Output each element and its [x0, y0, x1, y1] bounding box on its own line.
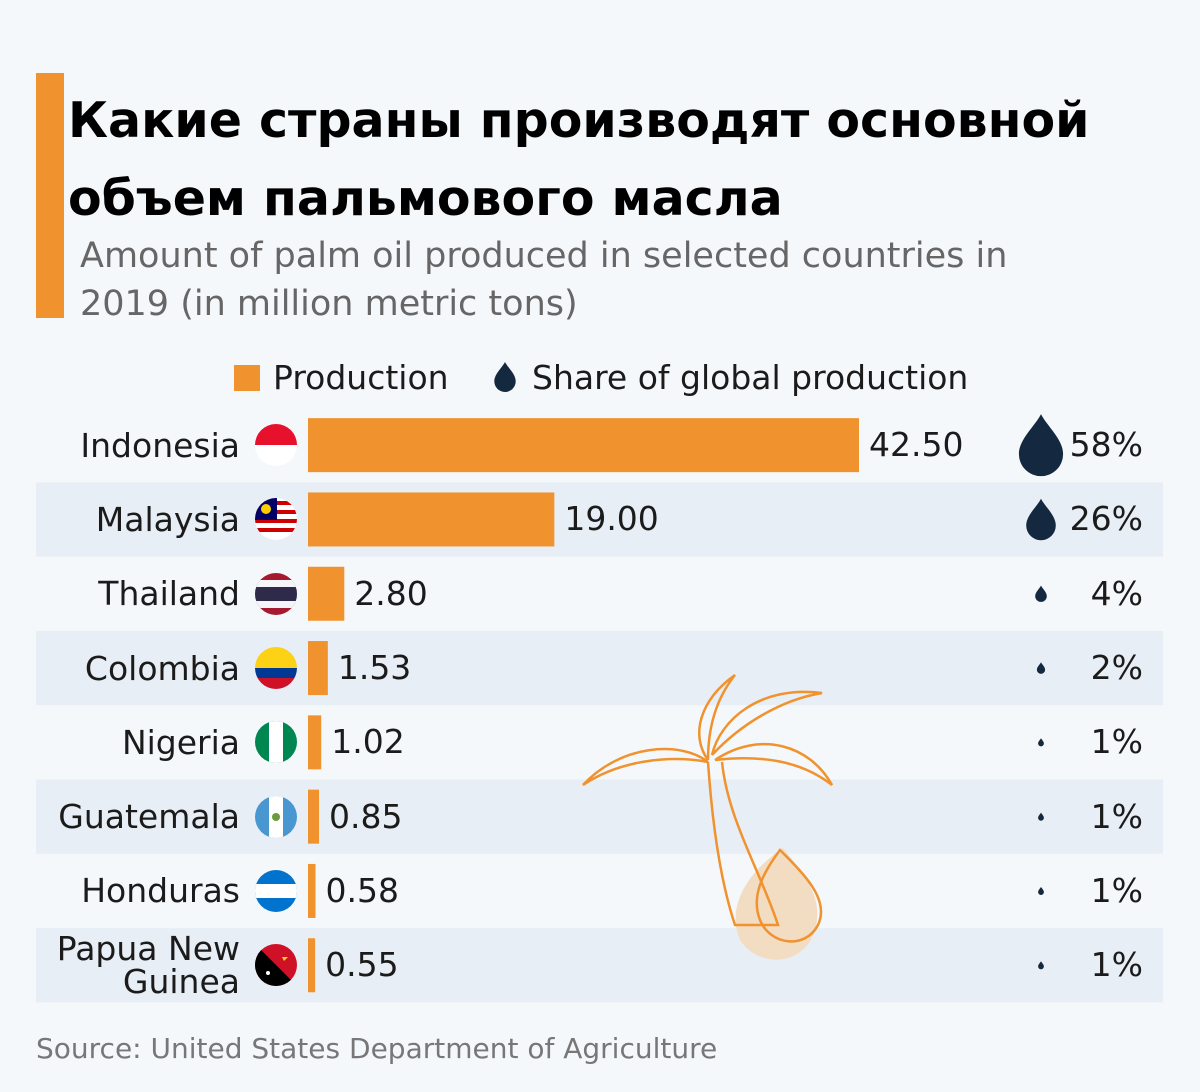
source-note: Source: United States Department of Agri…: [36, 1032, 718, 1065]
value-label: 2.80: [354, 573, 428, 613]
value-label: 0.55: [325, 945, 399, 985]
share-drop: [1036, 662, 1046, 674]
category-label: Nigeria: [121, 722, 240, 762]
legend-label: Share of global production: [532, 358, 969, 397]
bar: [308, 418, 859, 473]
bar: [308, 715, 322, 770]
row-band: [36, 630, 1163, 706]
share-label: 1%: [1090, 722, 1143, 762]
share-drop: [1026, 498, 1056, 541]
share-drop: [1018, 414, 1064, 477]
share-drop: [1038, 812, 1044, 821]
category-label: Malaysia: [95, 499, 240, 539]
category-label: Guatemala: [58, 797, 240, 837]
share-label: 1%: [1090, 945, 1143, 985]
legend-swatch: [234, 365, 260, 391]
share-label: 1%: [1090, 870, 1143, 910]
share-drop: [1038, 738, 1044, 747]
flags: [255, 424, 297, 986]
value-label: 42.50: [869, 425, 964, 465]
bar: [308, 641, 328, 696]
chart-subtitle: Amount of palm oil produced in selected …: [80, 236, 1008, 324]
palm-decoration: [582, 673, 834, 960]
category-label: Colombia: [84, 648, 240, 688]
bar: [308, 566, 345, 621]
bar: [308, 789, 320, 844]
chart-title: Какие страны производят основной объем п…: [68, 92, 1090, 227]
share-drop: [1038, 886, 1044, 895]
value-label: 1.53: [337, 648, 412, 688]
row-band: [36, 928, 1163, 1003]
category-label: Thailand: [98, 574, 240, 614]
bar: [308, 863, 316, 918]
bar: [308, 938, 316, 993]
share-label: 26%: [1069, 499, 1143, 539]
category-label: Indonesia: [80, 425, 240, 465]
value-label: 19.00: [564, 499, 659, 539]
legend-label: Production: [273, 358, 449, 397]
share-drop: [1038, 961, 1044, 970]
share-label: 1%: [1090, 796, 1143, 836]
share-label: 58%: [1069, 425, 1143, 465]
share-label: 4%: [1090, 573, 1143, 613]
bar: [308, 492, 555, 547]
legend-drop: [494, 362, 516, 393]
category-label: Honduras: [81, 871, 240, 911]
value-label: 0.58: [325, 870, 399, 910]
row-band: [36, 482, 1163, 557]
share-label: 2%: [1090, 648, 1143, 688]
row-band: [36, 779, 1163, 854]
value-label: 0.85: [329, 796, 403, 836]
value-label: 1.02: [331, 722, 405, 762]
accent-bar: [36, 73, 64, 318]
share-drop: [1035, 585, 1047, 602]
category-label: Papua New Guinea: [56, 929, 240, 1002]
